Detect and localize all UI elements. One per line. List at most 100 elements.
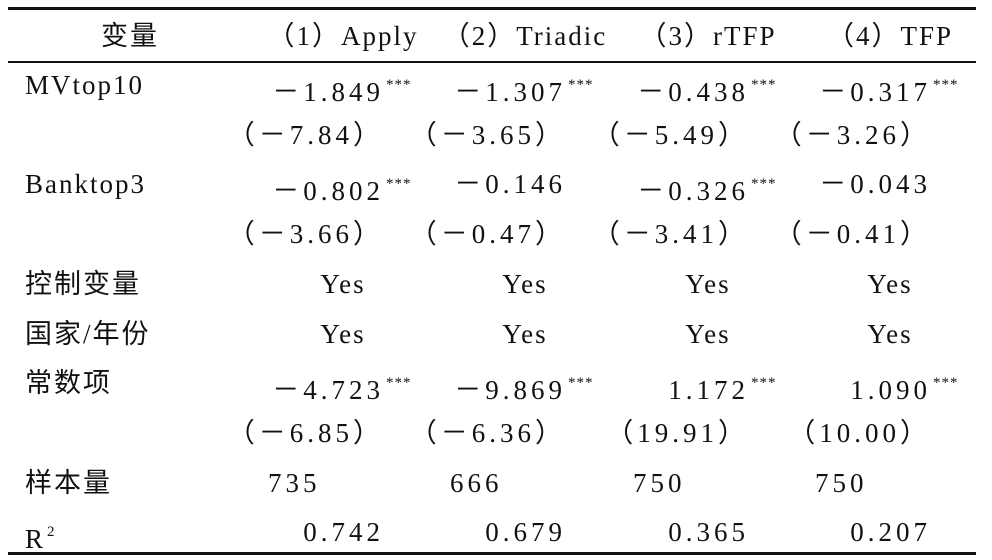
cell-value: （－5.49） — [592, 119, 749, 150]
significance-stars: *** — [568, 77, 594, 93]
cell: －0.043 — [819, 167, 931, 201]
cell: －4.723 *** — [272, 366, 411, 407]
cell-value: 735 — [268, 467, 321, 498]
cell: 666 — [450, 466, 503, 500]
cell-value: 1.172 — [668, 375, 749, 406]
cell-value: Yes — [502, 318, 548, 349]
cell-value: Yes — [320, 268, 366, 299]
cell-value: （－3.26） — [774, 119, 931, 150]
label-text: R — [25, 524, 46, 555]
cell-value: （19.91） — [606, 417, 749, 448]
cell-value: 750 — [815, 467, 868, 498]
cell: 735 — [268, 466, 321, 500]
cell: 750 — [633, 466, 686, 500]
cell-value: －0.438 — [637, 77, 749, 107]
cell: 0.365 — [668, 515, 749, 549]
cell: －0.146 — [454, 167, 566, 201]
cell-value: Yes — [867, 318, 913, 349]
cell-value: （－3.41） — [592, 219, 749, 250]
significance-stars: *** — [568, 375, 594, 392]
cell-value: Yes — [320, 318, 366, 349]
cell: （10.00） — [788, 416, 931, 450]
cell-value: Yes — [867, 268, 913, 299]
cell: Yes — [867, 267, 912, 301]
significance-stars: *** — [933, 375, 959, 392]
cell-value: 0.742 — [303, 517, 384, 548]
cell-value: 1.090 — [850, 375, 931, 406]
cell-value: （－0.41） — [774, 219, 931, 250]
cell: （－0.41） — [775, 217, 931, 251]
header-cell: 变量 — [101, 21, 159, 51]
cell-value: Yes — [685, 318, 731, 349]
cell-value: －0.043 — [819, 169, 931, 200]
cell: Yes — [320, 267, 365, 301]
cell-value: －0.802 — [272, 176, 384, 207]
cell-value: －4.723 — [272, 375, 384, 406]
row-label: 样本量 — [25, 467, 112, 498]
row-label: 常数项 — [25, 368, 112, 399]
cell: 0.679 — [485, 515, 566, 549]
cell: Yes — [502, 267, 547, 301]
row-label: Banktop3 — [25, 169, 146, 200]
cell: （－3.26） — [775, 118, 931, 152]
cell: Yes — [867, 317, 912, 351]
bottom-rule — [8, 552, 976, 555]
cell: 0.207 — [850, 515, 931, 549]
cell: 750 — [815, 466, 868, 500]
cell-value: －0.317 — [819, 77, 931, 107]
header-rule — [8, 61, 976, 63]
cell: －0.326 *** — [637, 167, 776, 208]
cell: －9.869 *** — [454, 366, 593, 407]
header-cell: （1）Apply — [267, 21, 419, 51]
significance-stars: *** — [933, 77, 959, 93]
cell-value: （－3.65） — [409, 119, 566, 150]
cell-value: 0.679 — [485, 517, 566, 548]
row-label: 控制变量 — [25, 268, 141, 299]
significance-stars: *** — [386, 176, 412, 193]
cell: 1.172 *** — [668, 366, 776, 407]
cell: 0.742 — [303, 515, 384, 549]
cell-value: －1.849 — [272, 77, 384, 107]
cell: Yes — [320, 317, 365, 351]
cell: （－6.85） — [228, 416, 384, 450]
header-cell: （2）Triadic — [442, 21, 608, 51]
cell: Yes — [685, 317, 730, 351]
cell: －0.438 *** — [637, 68, 776, 109]
cell: （－3.65） — [410, 118, 566, 152]
significance-stars: *** — [386, 77, 412, 93]
cell-value: 666 — [450, 467, 503, 498]
cell-value: 750 — [633, 467, 686, 498]
cell: （－0.47） — [410, 217, 566, 251]
cell-value: （10.00） — [788, 417, 931, 448]
top-rule — [8, 7, 976, 10]
cell-value: －0.146 — [454, 169, 566, 200]
cell-value: （－6.85） — [227, 417, 384, 448]
cell: －1.307 *** — [454, 68, 593, 109]
significance-stars: *** — [751, 176, 777, 193]
cell-value: 0.365 — [668, 517, 749, 548]
cell-value: （－0.47） — [409, 219, 566, 250]
cell-value: （－6.36） — [409, 417, 566, 448]
cell: （－3.66） — [228, 217, 384, 251]
cell-value: （－3.66） — [227, 219, 384, 250]
significance-stars: *** — [751, 77, 777, 93]
label-superscript: 2 — [47, 524, 56, 541]
cell: Yes — [502, 317, 547, 351]
significance-stars: *** — [386, 375, 412, 392]
cell: －0.802 *** — [272, 167, 411, 208]
header-cell: （3）rTFP — [639, 21, 777, 51]
cell: （19.91） — [606, 416, 749, 450]
cell: （－5.49） — [593, 118, 749, 152]
row-label: 国家/年份 — [25, 318, 151, 349]
cell-value: －0.326 — [637, 176, 749, 207]
row-label: MVtop10 — [25, 70, 145, 100]
cell-value: （－7.84） — [227, 119, 384, 150]
cell: （－3.41） — [593, 217, 749, 251]
cell-value: Yes — [502, 268, 548, 299]
cell: （－6.36） — [410, 416, 566, 450]
significance-stars: *** — [751, 375, 777, 392]
cell: －0.317 *** — [819, 68, 958, 109]
header-cell: （4）TFP — [826, 21, 954, 51]
